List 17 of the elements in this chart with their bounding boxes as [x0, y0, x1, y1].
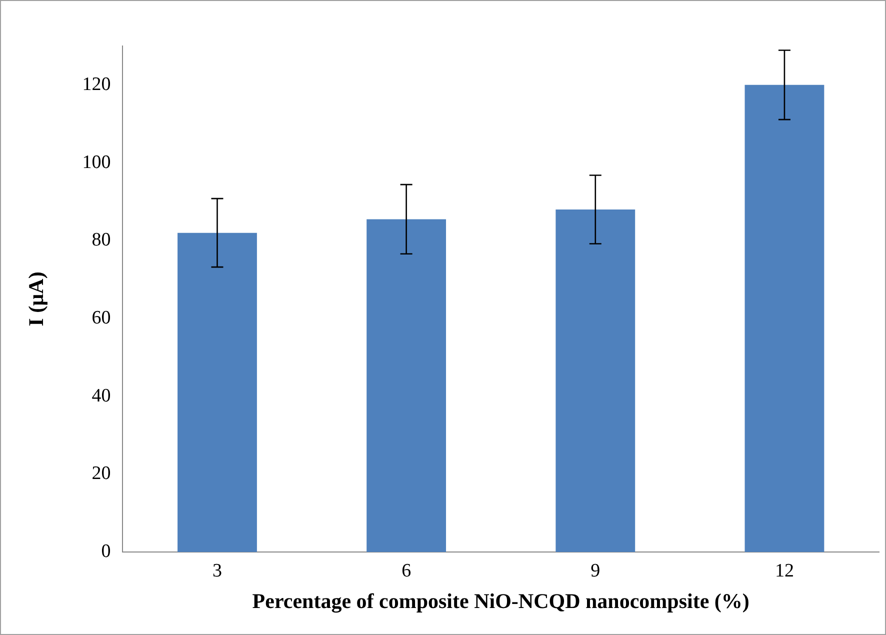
bar — [178, 232, 257, 552]
x-tick-label: 9 — [590, 560, 600, 582]
y-tick-label: 120 — [82, 74, 111, 95]
x-tick-label: 3 — [212, 560, 222, 582]
y-tick-label: 100 — [82, 152, 111, 173]
y-tick-label: 40 — [92, 385, 111, 406]
x-tick-label: 12 — [774, 560, 794, 582]
y-axis-title: I (µA) — [24, 272, 48, 326]
x-axis-title: Percentage of composite NiO-NCQD nanocompsite (%) — [252, 588, 750, 613]
bar — [556, 209, 636, 552]
bar — [744, 84, 824, 552]
y-tick-label: 0 — [101, 540, 111, 562]
bar — [366, 219, 446, 552]
y-tick-label: 60 — [92, 307, 111, 328]
y-tick-label: 20 — [92, 463, 111, 484]
y-tick-label: 80 — [92, 230, 111, 251]
x-tick-label: 6 — [402, 560, 412, 582]
